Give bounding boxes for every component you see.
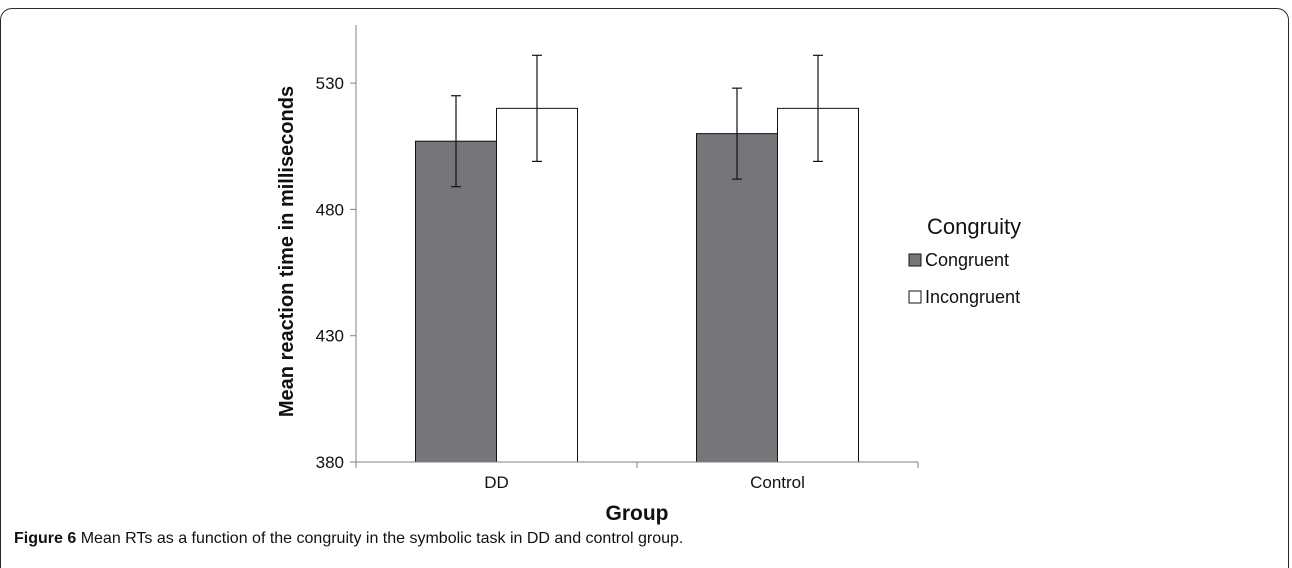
y-tick-label: 380 [316,453,344,472]
legend-label-congruent: Congruent [925,250,1009,270]
figure-frame [0,8,1289,568]
x-axis-label: Group [606,502,669,525]
bar-congruent-dd [415,140,497,463]
legend-swatch-incongruent [908,290,922,304]
figure-caption: Figure 6 Mean RTs as a function of the c… [14,530,683,548]
legend-title: Congruity [927,214,1021,239]
bar-congruent-control [696,133,778,463]
figure-caption-text: Mean RTs as a function of the congruity … [80,530,684,547]
y-axis-label: Mean reaction time in milliseconds [276,86,298,417]
bars-layer [415,107,859,463]
y-ticks: 380 430 480 530 [316,74,356,472]
y-tick-label: 530 [316,74,344,93]
y-tick-label: 480 [316,200,344,219]
figure-caption-label: Figure 6 [14,530,77,547]
bar-incongruent-control [777,107,859,463]
x-tick-label: Control [750,473,805,492]
x-ticks: DD Control [355,462,919,492]
y-tick-label: 430 [316,327,344,346]
legend-label-incongruent: Incongruent [925,287,1020,307]
x-tick-label: DD [484,473,509,492]
legend: Congruity Congruent Incongruent [908,214,1021,307]
legend-swatch-congruent [908,253,922,267]
error-bars-layer [451,54,823,188]
